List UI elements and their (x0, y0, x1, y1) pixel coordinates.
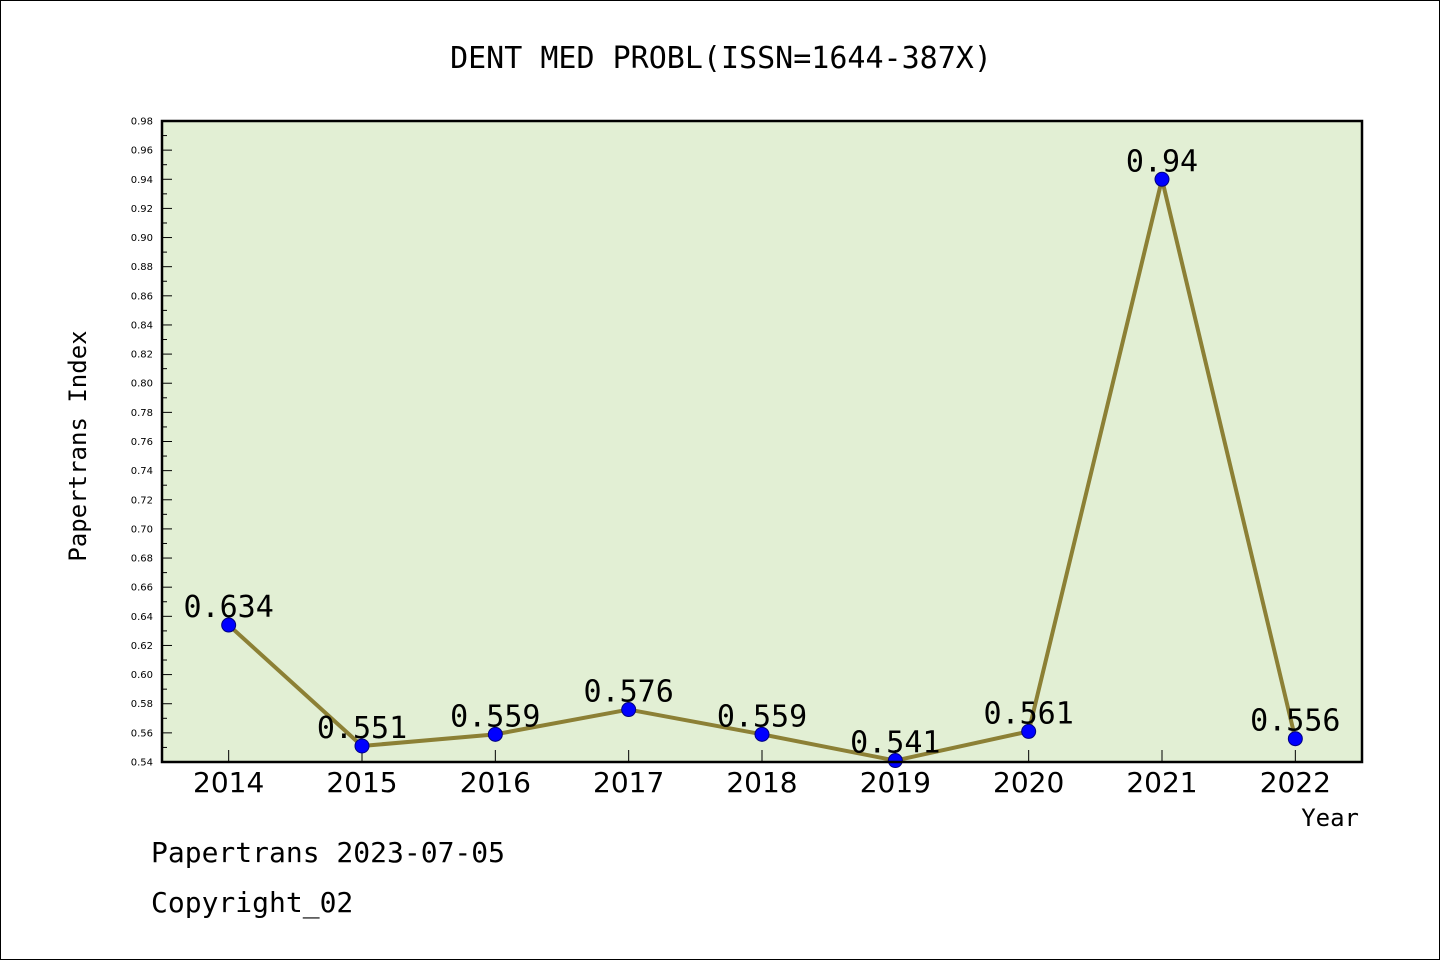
y-axis-ticks: 0.54 0.56 0.58 0.60 0.62 0.64 0.66 0.68 0.70 0.72… (131, 117, 172, 769)
y-tick-label: 0.62 (131, 641, 153, 652)
data-label: 0.561 (984, 696, 1074, 731)
y-tick-label: 0.88 (131, 262, 153, 273)
y-tick-label: 0.86 (131, 291, 153, 302)
y-axis-label: Papertrans Index (64, 330, 92, 561)
x-tick-label: 2018 (726, 766, 797, 799)
data-point (887, 753, 903, 769)
data-point (221, 617, 237, 633)
data-label: 0.541 (850, 726, 940, 761)
x-tick-label: 2015 (326, 766, 397, 799)
chart-title: DENT MED PROBL(ISSN=1644-387X) (450, 41, 992, 76)
x-tick-label: 2017 (593, 766, 664, 799)
data-label: 0.559 (717, 699, 807, 734)
data-label: 0.576 (584, 675, 674, 710)
y-tick-label: 0.90 (131, 233, 153, 244)
data-point (1154, 171, 1170, 187)
data-label: 0.559 (450, 699, 540, 734)
x-tick-label: 2022 (1260, 766, 1331, 799)
y-tick-label: 0.98 (131, 117, 153, 128)
y-tick-label: 0.94 (131, 175, 153, 186)
y-tick-label: 0.72 (131, 495, 153, 506)
x-tick-label: 2020 (993, 766, 1064, 799)
x-axis-ticks: 2014 2015 2016 2017 2018 2019 2020 2021 2022 (193, 750, 1331, 799)
y-tick-label: 0.74 (131, 466, 153, 477)
x-tick-label: 2016 (460, 766, 531, 799)
y-tick-label: 0.66 (131, 583, 153, 594)
x-tick-label: 2021 (1126, 766, 1197, 799)
footer-date: Papertrans 2023-07-05 (151, 836, 506, 869)
y-tick-label: 0.78 (131, 408, 153, 419)
y-tick-label: 0.80 (131, 379, 153, 390)
y-tick-label: 0.64 (131, 612, 153, 623)
data-point (754, 726, 770, 742)
plot-area (162, 121, 1362, 762)
y-tick-label: 0.58 (131, 699, 153, 710)
data-label: 0.556 (1250, 704, 1340, 739)
series-group: 0.634 0.551 0.559 0.576 0.559 0.541 0.561 0.94 0… (184, 144, 1340, 769)
y-tick-label: 0.56 (131, 728, 153, 739)
y-tick-label: 0.82 (131, 350, 153, 361)
data-label: 0.634 (184, 590, 274, 625)
data-point (1021, 723, 1037, 739)
y-tick-label: 0.54 (131, 758, 153, 769)
x-tick-label: 2019 (860, 766, 931, 799)
y-tick-label: 0.92 (131, 204, 153, 215)
y-tick-label: 0.70 (131, 524, 153, 535)
data-point (621, 702, 637, 718)
data-point (354, 738, 370, 754)
y-tick-label: 0.60 (131, 670, 153, 681)
x-axis-label: Year (1301, 804, 1359, 832)
data-label: 0.94 (1126, 144, 1198, 179)
y-tick-label: 0.68 (131, 554, 153, 565)
y-tick-label: 0.96 (131, 146, 153, 157)
plot-border (160, 119, 1364, 764)
x-tick-label: 2014 (193, 766, 264, 799)
y-tick-label: 0.84 (131, 320, 153, 331)
data-label: 0.551 (317, 711, 407, 746)
data-point (1287, 731, 1303, 747)
y-tick-label: 0.76 (131, 437, 153, 448)
data-point (487, 726, 503, 742)
footer-copyright: Copyright_02 (151, 886, 354, 919)
